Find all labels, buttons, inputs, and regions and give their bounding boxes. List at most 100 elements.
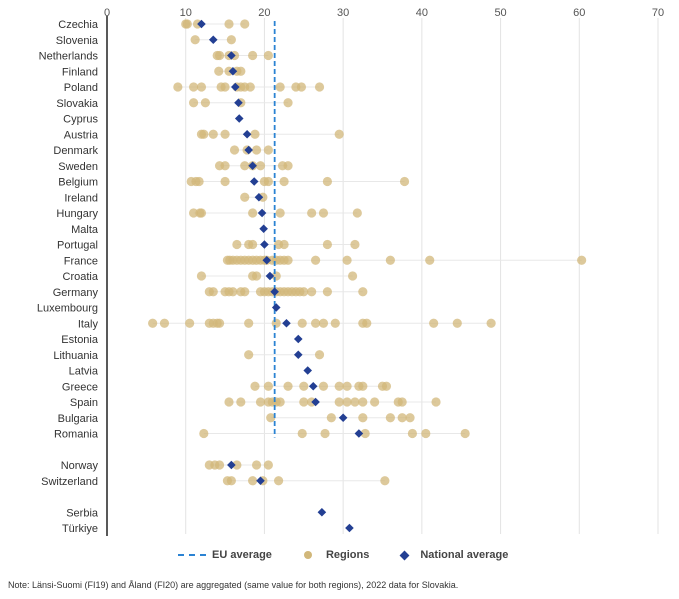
- region-dot: [236, 397, 246, 407]
- region-dot: [224, 397, 234, 407]
- region-dot: [405, 413, 415, 423]
- region-dot: [229, 145, 240, 155]
- region-dot: [248, 239, 258, 250]
- national-average-diamond: [259, 224, 268, 234]
- region-dot: [429, 318, 439, 328]
- region-dot: [226, 35, 236, 45]
- x-tick-label-40: 40: [416, 7, 428, 19]
- category-label: Poland: [64, 82, 98, 94]
- region-dot: [314, 350, 325, 360]
- national-average-diamond: [254, 192, 264, 202]
- x-tick-label-20: 20: [258, 7, 270, 19]
- national-average-diamond: [234, 114, 244, 123]
- region-dot: [452, 318, 462, 328]
- legend-item-regions: Regions: [298, 549, 369, 561]
- category-label: Spain: [70, 397, 98, 409]
- region-dot: [347, 271, 358, 281]
- region-dot: [322, 287, 332, 297]
- region-dot: [263, 176, 273, 187]
- national-average-diamond: [257, 208, 267, 218]
- region-dot: [577, 255, 587, 265]
- legend-circle-icon: [303, 551, 312, 559]
- region-dot: [250, 129, 260, 139]
- region-dot: [358, 381, 368, 391]
- national-average-diamond: [234, 98, 243, 108]
- region-dot: [208, 287, 218, 297]
- region-dot: [296, 82, 307, 92]
- region-dot: [248, 208, 258, 218]
- region-dot: [350, 397, 360, 407]
- category-label: Belgium: [58, 177, 98, 189]
- legend-label-national-average: National average: [420, 549, 509, 561]
- region-dot: [263, 460, 273, 470]
- region-dot: [342, 397, 352, 407]
- national-average-diamond: [308, 381, 318, 391]
- region-dot: [279, 176, 289, 187]
- category-label: Greece: [62, 381, 98, 393]
- x-tick-label-30: 30: [337, 7, 349, 19]
- region-dot: [251, 460, 262, 470]
- region-dot: [245, 82, 255, 92]
- category-label: Netherlands: [39, 51, 99, 63]
- category-label: France: [64, 255, 98, 267]
- region-dot: [196, 271, 207, 281]
- region-dot: [159, 318, 170, 328]
- region-dot: [334, 129, 344, 139]
- region-dot: [273, 476, 284, 486]
- region-dot: [279, 239, 289, 250]
- region-dot: [224, 19, 234, 29]
- region-dot: [310, 318, 321, 328]
- region-dot: [407, 428, 418, 439]
- legend-label-regions: Regions: [325, 549, 370, 561]
- region-dot: [248, 50, 258, 61]
- region-dot: [199, 428, 209, 439]
- region-dot: [318, 318, 329, 328]
- region-dot: [299, 287, 309, 297]
- category-label: Finland: [62, 66, 98, 78]
- region-dot: [228, 287, 238, 297]
- region-dot: [380, 476, 390, 486]
- category-label: Slovenia: [56, 35, 99, 47]
- category-label: Estonia: [61, 334, 99, 346]
- national-average-diamond: [311, 397, 320, 407]
- region-dot: [200, 98, 210, 108]
- region-dot: [318, 208, 329, 218]
- region-dot: [263, 50, 273, 61]
- national-average-diamond: [293, 350, 303, 360]
- region-dot: [226, 476, 236, 486]
- region-dot: [307, 208, 317, 218]
- category-label: Lithuania: [53, 350, 99, 362]
- region-dot: [214, 460, 225, 470]
- region-dot: [188, 98, 199, 108]
- national-average-diamond: [244, 145, 253, 155]
- region-dot: [314, 82, 325, 92]
- category-label: Slovakia: [56, 98, 98, 110]
- dot-plot-chart: 0 10 20 30 40 50 60 70 Czechia Slovenia Netherland…: [37, 7, 664, 536]
- region-dot: [244, 318, 254, 328]
- national-average-diamond: [228, 66, 238, 76]
- region-dot: [342, 255, 352, 265]
- national-average-diamond: [265, 271, 275, 281]
- category-label: Türkiye: [62, 523, 98, 535]
- legend-item-national-average: National average: [395, 549, 508, 561]
- category-label: Ireland: [64, 192, 98, 204]
- region-dot: [188, 82, 199, 92]
- region-dot: [358, 397, 368, 407]
- region-dot: [240, 161, 250, 171]
- region-dot: [342, 381, 352, 391]
- region-dot: [220, 129, 230, 139]
- region-dot: [251, 271, 262, 281]
- region-dot: [251, 145, 262, 155]
- region-dot: [232, 239, 242, 250]
- region-dot: [236, 66, 246, 76]
- legend-label-eu-average: EU average: [212, 549, 272, 561]
- national-average-diamond: [270, 287, 279, 297]
- region-dot: [173, 82, 183, 92]
- region-dot: [322, 239, 332, 250]
- national-average-diamond: [354, 429, 364, 438]
- region-dot: [182, 19, 192, 29]
- region-dot: [199, 129, 209, 139]
- region-dot: [334, 381, 344, 391]
- region-dot: [271, 318, 281, 328]
- region-dot: [275, 397, 285, 407]
